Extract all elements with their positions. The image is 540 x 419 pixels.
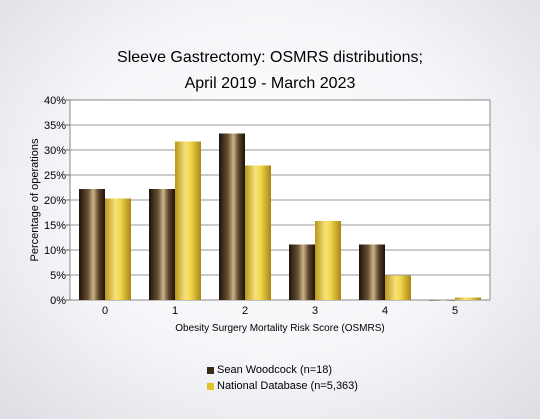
legend-label-1: National Database (n=5,363) <box>217 380 358 392</box>
chart-title: Sleeve Gastrectomy: OSMRS distributions; <box>117 49 423 66</box>
chart-subtitle: April 2019 - March 2023 <box>184 75 356 92</box>
y-tick-label: 20% <box>44 195 66 207</box>
bar-0-2 <box>219 133 245 300</box>
y-tick-label: 5% <box>50 270 66 282</box>
bar-0-1 <box>149 189 175 300</box>
bar-1-0 <box>105 198 131 300</box>
legend: Sean Woodcock (n=18) National Database (… <box>207 362 358 394</box>
y-tick-label: 0% <box>50 295 66 307</box>
y-axis-label: Percentage of operations <box>29 138 41 261</box>
x-tick-label: 2 <box>242 305 248 317</box>
legend-label-0: Sean Woodcock (n=18) <box>217 364 333 376</box>
y-tick-label: 40% <box>44 95 66 107</box>
legend-swatch-1 <box>207 382 214 390</box>
x-tick-label: 3 <box>312 305 318 317</box>
bar-1-3 <box>315 221 341 300</box>
y-tick-label: 25% <box>44 170 66 182</box>
y-tick-label: 10% <box>44 245 66 257</box>
x-tick-label: 4 <box>382 305 388 317</box>
y-tick-label: 30% <box>44 145 66 157</box>
y-tick-label: 15% <box>44 220 66 232</box>
y-tick-labels: 0% 5% 10% 15% 20% 25% 30% 35% 40% <box>44 95 66 307</box>
bars <box>79 133 481 301</box>
legend-item-1: National Database (n=5,363) <box>207 378 358 394</box>
bar-0-3 <box>289 244 315 300</box>
y-tick-label: 35% <box>44 120 66 132</box>
x-tick-label: 0 <box>102 305 108 317</box>
bar-1-1 <box>175 141 201 300</box>
legend-item-0: Sean Woodcock (n=18) <box>207 362 358 378</box>
x-tick-label: 1 <box>172 305 178 317</box>
gridlines <box>66 99 490 301</box>
bar-1-2 <box>245 165 271 300</box>
bar-0-4 <box>359 244 385 300</box>
bar-1-4 <box>385 275 411 300</box>
bar-0-0 <box>79 189 105 300</box>
legend-swatch-0 <box>207 366 214 374</box>
x-tick-label: 5 <box>452 305 458 317</box>
bar-0-5 <box>429 300 455 301</box>
x-tick-labels: 0 1 2 3 4 5 <box>102 305 458 317</box>
x-axis-label: Obesity Surgery Mortality Risk Score (OS… <box>175 323 385 334</box>
bar-1-5 <box>455 297 481 300</box>
